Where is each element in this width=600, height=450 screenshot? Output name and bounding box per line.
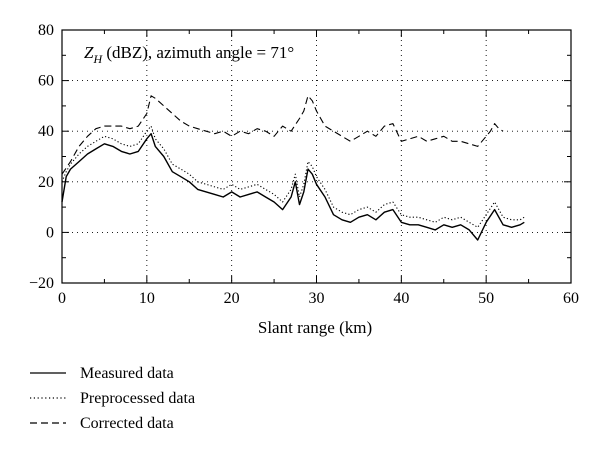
series-line-3 — [61, 95, 504, 175]
series-lines — [61, 95, 525, 241]
x-axis-label: Slant range (km) — [258, 318, 372, 337]
legend-label: Measured data — [80, 365, 174, 382]
legend: Measured data Preprocessed data Corrected … — [30, 365, 195, 432]
y-tick-label: 60 — [38, 73, 54, 90]
y-tick-label: 80 — [38, 22, 54, 39]
x-tick-label: 10 — [139, 290, 155, 307]
x-tick-label: 50 — [478, 290, 494, 307]
legend-label: Preprocessed data — [80, 390, 195, 407]
x-tick-label: 0 — [58, 290, 66, 307]
annotation-rest: (dBZ), azimuth angle = 71° — [102, 43, 294, 62]
chart-annotation: ZH (dBZ), azimuth angle = 71° — [84, 43, 294, 66]
x-tick-label: 30 — [309, 290, 325, 307]
y-tick-label: −20 — [29, 275, 54, 292]
y-tick-label: 40 — [38, 123, 54, 140]
legend-label: Corrected data — [80, 415, 174, 432]
gridlines — [62, 30, 571, 283]
x-tick-label: 20 — [224, 290, 240, 307]
series-line-1 — [61, 132, 525, 241]
y-tick-label: 0 — [46, 224, 54, 241]
annotation-symbol: Z — [84, 43, 94, 62]
series-line-2 — [61, 125, 525, 228]
x-tick-label: 60 — [563, 290, 579, 307]
annotation-subscript: H — [92, 52, 103, 66]
y-tick-label: 20 — [38, 174, 54, 191]
x-tick-label: 40 — [393, 290, 409, 307]
